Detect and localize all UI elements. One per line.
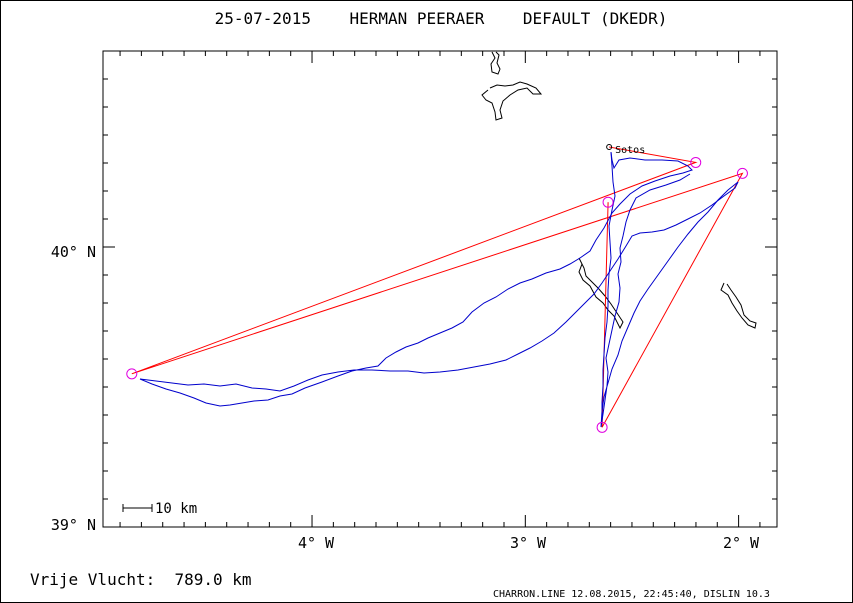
turnpoint-circle xyxy=(690,156,702,168)
lat-tick-label-39n: 39° N xyxy=(51,516,96,534)
place-marker-dot xyxy=(606,144,613,151)
flight-track-west-leg xyxy=(139,151,739,407)
plot-frame xyxy=(102,50,778,528)
axis-ticks xyxy=(103,50,777,528)
flight-distance: Vrije Vlucht: 789.0 km xyxy=(30,570,252,589)
lon-tick-label-4w: 4° W xyxy=(298,534,335,552)
flight-track-east-leg xyxy=(600,151,739,428)
lon-tick-label-3w: 3° W xyxy=(510,534,547,552)
reservoir-outline-center xyxy=(578,257,624,330)
lon-tick-label-2w: 2° W xyxy=(723,534,760,552)
turnpoint-circle xyxy=(602,196,614,208)
scale-bar-label: 10 km xyxy=(155,501,197,517)
reservoir-outlines xyxy=(481,51,757,330)
reservoir-outline-north xyxy=(481,51,543,121)
credit-line: CHARRON.LINE 12.08.2015, 22:45:40, DISLI… xyxy=(493,589,770,600)
place-label-sotos: Sotos xyxy=(615,145,645,156)
axis-tick-labels: 39° N 40° N 4° W 3° W 2° W xyxy=(51,243,760,552)
turnpoint-circle xyxy=(596,421,608,433)
turnpoint-markers xyxy=(126,156,748,433)
place-marker: Sotos xyxy=(606,144,645,156)
map-title: 25-07-2015 HERMAN PEERAER DEFAULT (DKEDR… xyxy=(215,9,668,28)
flight-track xyxy=(139,151,739,428)
turnpoint-circle xyxy=(736,167,748,179)
turnpoint-circle xyxy=(126,368,138,380)
reservoir-outline-east xyxy=(720,282,757,329)
scale-bar: 10 km xyxy=(122,501,197,517)
lat-tick-label-40n: 40° N xyxy=(51,243,96,261)
